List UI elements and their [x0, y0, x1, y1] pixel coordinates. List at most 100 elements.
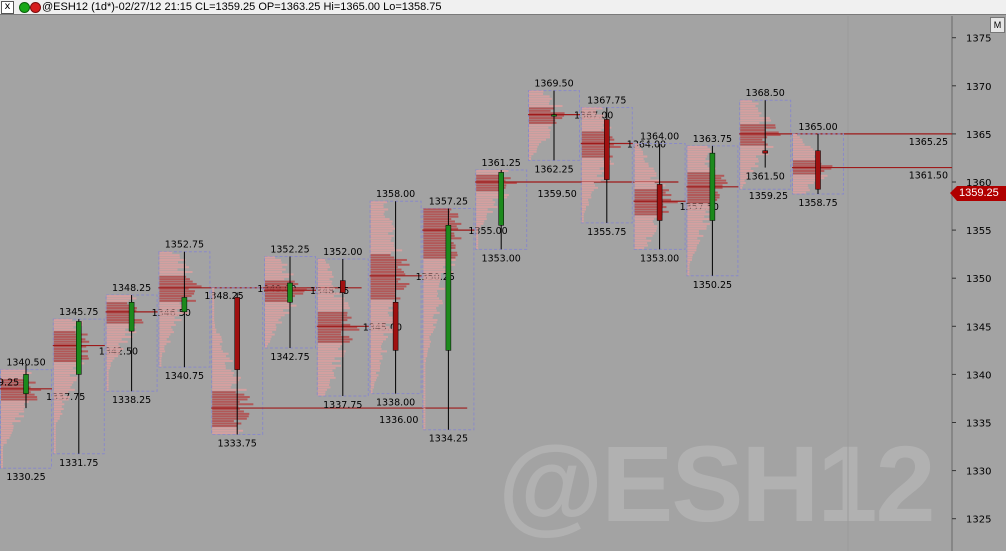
profile-row	[159, 275, 187, 278]
profile-row	[634, 182, 655, 184]
profile-row	[53, 393, 65, 396]
profile-row	[529, 121, 557, 124]
reference-line-label: 1365.25	[909, 137, 948, 148]
profile-row	[106, 369, 109, 372]
candle-body[interactable]	[709, 152, 716, 221]
profile-row	[53, 384, 72, 387]
candle-body[interactable]	[604, 119, 610, 180]
profile-row	[159, 266, 190, 269]
profile-row	[476, 172, 500, 175]
profile-row	[423, 338, 430, 341]
profile-row	[265, 319, 279, 322]
profile-row	[476, 203, 494, 206]
price-label-low: 1340.75	[165, 371, 204, 382]
profile-row	[423, 331, 433, 334]
profile-row	[581, 155, 613, 158]
profile-row	[687, 198, 718, 201]
profile-row	[740, 117, 770, 120]
price-label-high: 1369.50	[534, 79, 573, 90]
candle-body[interactable]	[181, 297, 188, 313]
profile-row	[740, 141, 766, 144]
candle-body[interactable]	[551, 114, 557, 117]
candle-body[interactable]	[340, 280, 346, 293]
profile-row	[370, 374, 379, 377]
profile-row	[740, 143, 768, 146]
profile-row	[212, 295, 215, 298]
profile-row	[1, 422, 13, 425]
profile-row	[634, 244, 648, 247]
profile-row	[370, 335, 389, 338]
profile-row	[793, 150, 816, 153]
profile-row	[740, 153, 769, 156]
candle-body[interactable]	[287, 282, 293, 303]
profile-row	[1, 434, 11, 437]
profile-row	[1, 379, 26, 382]
profile-row	[423, 232, 455, 235]
candle-body[interactable]	[815, 150, 821, 190]
profile-row	[370, 290, 397, 293]
profile-row	[476, 230, 479, 233]
candle-body[interactable]	[445, 225, 452, 351]
profile-row	[529, 117, 563, 120]
profile-row	[159, 362, 162, 365]
profile-row	[370, 328, 396, 331]
profile-row	[740, 107, 758, 110]
profile-row	[476, 218, 487, 221]
profile-row	[106, 350, 121, 353]
price-axis-tick-label: 1330	[966, 467, 991, 478]
profile-row	[581, 196, 592, 199]
current-price-arrow-icon	[950, 186, 957, 201]
profile-row	[106, 359, 113, 362]
candle-body[interactable]	[23, 374, 29, 394]
profile-row	[370, 220, 393, 223]
profile-row	[159, 258, 186, 261]
profile-row	[1, 384, 27, 387]
profile-row	[1, 376, 23, 379]
profile-row	[476, 215, 487, 218]
profile-row	[159, 278, 190, 281]
profile-row	[423, 369, 426, 372]
profile-row	[423, 273, 441, 276]
profile-row	[370, 234, 394, 237]
profile-row	[581, 121, 607, 124]
profile-row	[423, 350, 428, 353]
profile-row	[53, 374, 70, 377]
candle-body[interactable]	[234, 297, 240, 370]
profile-row	[423, 220, 455, 223]
profile-row	[423, 227, 459, 230]
profile-row	[476, 208, 488, 211]
profile-row	[529, 109, 551, 112]
candle-body[interactable]	[76, 321, 82, 375]
profile-row	[212, 345, 222, 348]
menu-toggle-button[interactable]: M	[990, 17, 1005, 33]
profile-row	[1, 460, 3, 463]
profile-row	[423, 280, 440, 283]
profile-row	[423, 290, 438, 293]
profile-row	[317, 258, 326, 261]
profile-row	[581, 179, 601, 182]
profile-row	[687, 189, 712, 192]
profile-row	[423, 376, 426, 379]
profile-row	[740, 126, 776, 129]
candle-body[interactable]	[498, 172, 504, 226]
close-button[interactable]: x	[1, 1, 14, 14]
profile-row	[423, 335, 430, 338]
profile-row	[212, 386, 231, 389]
profile-row	[370, 227, 396, 230]
profile-row	[370, 352, 381, 355]
profile-row	[634, 186, 663, 189]
candle-body[interactable]	[762, 150, 768, 154]
candle-body[interactable]	[392, 302, 399, 351]
profile-row	[53, 321, 83, 324]
profile-row	[106, 381, 109, 384]
candle-body[interactable]	[128, 302, 135, 332]
candle-body[interactable]	[656, 184, 663, 221]
profile-row	[687, 145, 708, 148]
price-label-left: 9.25	[0, 378, 19, 389]
profile-row	[317, 331, 342, 334]
profile-row	[370, 331, 393, 334]
profile-row	[581, 218, 584, 221]
profile-row	[476, 239, 479, 242]
profile-row	[581, 148, 608, 151]
